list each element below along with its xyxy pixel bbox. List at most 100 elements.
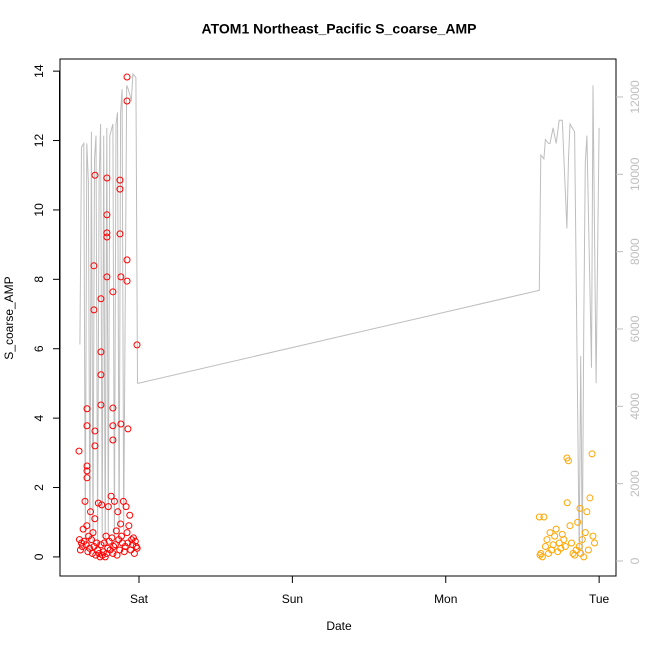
data-point: [583, 508, 591, 516]
data-point: [107, 492, 115, 500]
data-point: [88, 549, 96, 557]
data-line: [79, 72, 600, 554]
data-point: [104, 503, 112, 511]
data-point: [557, 544, 565, 552]
y2-tick-label: 8000: [628, 238, 642, 265]
data-point: [97, 371, 105, 379]
data-point: [575, 543, 583, 551]
data-point: [76, 546, 84, 554]
data-point: [591, 539, 599, 547]
data-point: [98, 501, 106, 509]
data-point: [109, 404, 117, 412]
data-point: [90, 262, 98, 270]
data-point: [103, 233, 111, 241]
y-tick-label: 8: [32, 276, 46, 283]
data-point: [83, 422, 91, 430]
data-point: [89, 529, 97, 537]
data-point: [588, 450, 596, 458]
data-point: [551, 532, 559, 540]
y-tick-label: 14: [32, 64, 46, 78]
y-tick-label: 4: [32, 414, 46, 421]
data-point: [568, 539, 576, 547]
data-point: [103, 211, 111, 219]
data-point: [83, 405, 91, 413]
data-point: [124, 425, 132, 433]
y2-tick-label: 6000: [628, 315, 642, 342]
data-point: [118, 532, 126, 540]
data-point: [116, 230, 124, 238]
data-point: [83, 474, 91, 482]
data-point: [75, 447, 83, 455]
data-point: [93, 539, 101, 547]
data-point: [110, 543, 118, 551]
data-point: [81, 497, 89, 505]
data-point: [126, 511, 134, 519]
data-point: [564, 457, 572, 465]
data-point: [578, 536, 586, 544]
data-point: [129, 534, 137, 542]
data-point: [549, 541, 557, 549]
data-point: [581, 529, 589, 537]
y-axis-label: S_coarse_AMP: [2, 276, 16, 359]
data-point: [540, 513, 548, 521]
data-point: [117, 273, 125, 281]
data-point: [120, 548, 128, 556]
chart-title: ATOM1 Northeast_Pacific S_coarse_AMP: [202, 21, 477, 37]
data-point: [586, 494, 594, 502]
data-point: [103, 229, 111, 237]
data-point: [116, 185, 124, 193]
data-point: [82, 541, 90, 549]
data-point: [109, 549, 117, 557]
data-point: [103, 273, 111, 281]
data-point: [131, 537, 139, 545]
data-point: [91, 515, 99, 523]
data-point: [535, 513, 543, 521]
y2-tick-label: 2000: [628, 470, 642, 497]
data-point: [123, 277, 131, 285]
y2-tick-label: 0: [628, 557, 642, 564]
data-point: [574, 518, 582, 526]
data-point: [97, 401, 105, 409]
data-point: [79, 525, 87, 533]
data-point: [109, 436, 117, 444]
data-point: [128, 536, 136, 544]
data-point: [123, 256, 131, 264]
x-tick-label: Mon: [434, 592, 457, 606]
data-point: [87, 536, 95, 544]
data-point: [86, 544, 94, 552]
data-point: [87, 508, 95, 516]
data-point: [124, 539, 132, 547]
data-point: [580, 553, 588, 561]
x-tick-label: Tue: [589, 592, 610, 606]
y2-tick-label: 12000: [628, 80, 642, 114]
data-point: [114, 508, 122, 516]
data-point: [97, 348, 105, 356]
data-point: [119, 497, 127, 505]
data-point: [90, 306, 98, 314]
data-point: [561, 543, 569, 551]
data-point: [538, 553, 546, 561]
data-point: [123, 529, 131, 537]
x-tick-label: Sat: [130, 592, 149, 606]
data-point: [84, 548, 92, 556]
data-point: [543, 536, 551, 544]
data-point: [123, 73, 131, 81]
data-point: [112, 527, 120, 535]
data-point: [111, 541, 119, 549]
data-point: [563, 499, 571, 507]
y-tick-label: 6: [32, 345, 46, 352]
data-point: [109, 422, 117, 430]
data-point: [97, 295, 105, 303]
data-point: [117, 420, 125, 428]
data-point: [125, 522, 133, 530]
data-point: [83, 467, 91, 475]
y-tick-label: 10: [32, 203, 46, 217]
data-point: [560, 536, 568, 544]
data-point: [122, 503, 130, 511]
data-point: [91, 442, 99, 450]
plot-frame: [59, 58, 617, 577]
data-point: [576, 504, 584, 512]
data-point: [133, 341, 141, 349]
